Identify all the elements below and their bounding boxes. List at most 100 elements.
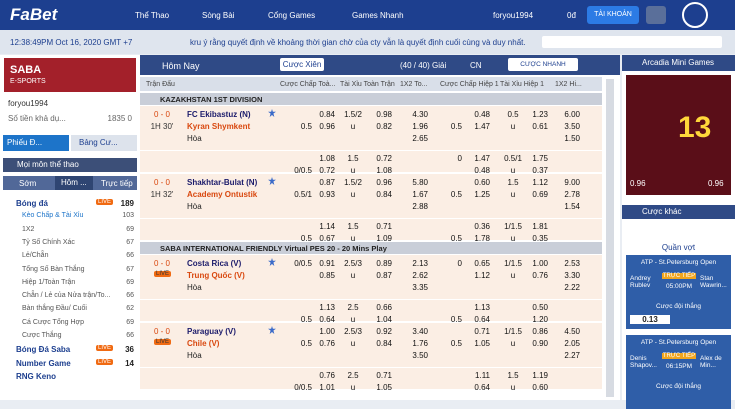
market-name[interactable]: Lẻ/Chẵn [22, 252, 49, 260]
odds: 1.23 [532, 110, 548, 119]
sport-name[interactable]: Quần vợt [661, 243, 696, 252]
live-badge: LIVE [96, 358, 114, 365]
card-league: ATP - St.Petersburg Open [640, 259, 717, 266]
match-row [140, 106, 602, 173]
market-name[interactable]: Chẵn / Lẻ của Nửa trận/To... [22, 292, 111, 300]
market-name[interactable]: Hiệp 1/Toàn Trận [22, 278, 76, 286]
home-team[interactable]: Shakhtar-Bulat (N) [187, 178, 258, 187]
quick-bet[interactable]: CƯỢC NHANH [508, 58, 578, 71]
odds: 1.50 [564, 134, 580, 143]
away-team[interactable]: Chile (V) [187, 339, 220, 348]
odds: 0.71 [376, 222, 392, 231]
market-count: 67 [126, 238, 134, 246]
market-count: 69 [126, 278, 134, 286]
nav-item[interactable]: Sòng Bài [202, 11, 235, 20]
ticker-bar: 12:38:49PM Oct 16, 2020 GMT +7 kru ý rằn… [0, 30, 735, 54]
away-team[interactable]: Trung Quốc (V) [187, 271, 245, 280]
period-tab[interactable]: Hôm ... [55, 176, 93, 190]
card-time: 05:00PM [665, 283, 693, 290]
nav-item[interactable]: Thể Thao [135, 11, 170, 20]
game-banner[interactable]: 13 0.96 0.96 [626, 75, 731, 195]
odds: 1.25 [474, 190, 490, 199]
away-team[interactable]: Kyran Shymkent [187, 122, 251, 131]
market-name[interactable]: Kèo Chấp & Tài Xỉu [22, 212, 84, 220]
odds: 2.22 [564, 283, 580, 292]
section-title: Mọi môn thể thao [3, 158, 137, 172]
tab[interactable]: Phiếu Đ... [3, 135, 69, 151]
ou-line: 1.5 [347, 154, 359, 163]
market-name[interactable]: 1X2 [22, 225, 35, 233]
score: 0 - 0 [153, 110, 170, 119]
card-market: Cược đội thắng [655, 303, 702, 310]
odds: 1.05 [474, 339, 490, 348]
card-odds[interactable]: 0.13 [630, 315, 670, 324]
logo[interactable]: FaBet [10, 5, 58, 24]
under-label: u [350, 190, 356, 199]
period-tab[interactable]: Sớm [19, 179, 37, 188]
star-icon[interactable] [268, 326, 276, 334]
odds: 0.96 [319, 122, 335, 131]
odds: 0.50 [532, 303, 548, 312]
market-name[interactable]: Tỷ Số Chính Xác [22, 238, 75, 246]
star-icon[interactable] [268, 109, 276, 117]
match-divider [140, 299, 602, 300]
score: 0 - 0 [153, 327, 170, 336]
game-odds: 0.96 [708, 179, 724, 188]
sport-name[interactable]: Bóng Đá Saba [16, 345, 71, 355]
nav-item[interactable]: Cổng Games [268, 11, 316, 20]
hdp-line: 0.5 [450, 190, 462, 199]
odds: 1.12 [532, 178, 548, 187]
hdp-line: 0.5 [450, 339, 462, 348]
odds: 1.00 [319, 327, 335, 336]
market-name[interactable]: Cược Thắng [22, 332, 62, 339]
star-icon[interactable] [268, 258, 276, 266]
username[interactable]: foryou1994 [493, 11, 534, 20]
odds: 0.96 [376, 178, 392, 187]
banner-subtitle: E-SPORTS [10, 78, 46, 85]
odds: 1.04 [376, 315, 392, 324]
sport-name[interactable]: RNG Keno [16, 371, 56, 381]
ou-line: 1.5 [347, 222, 359, 231]
home-team[interactable]: Costa Rica (V) [187, 259, 242, 268]
odds: 4.30 [412, 110, 428, 119]
column-header [140, 77, 602, 91]
league-row [140, 242, 602, 254]
odds: 1.75 [532, 154, 548, 163]
support-icon[interactable] [682, 2, 708, 28]
league-filter[interactable]: (40 / 40) Giải [400, 61, 447, 70]
parlay-button[interactable]: Cược Xiên [280, 58, 324, 71]
odds: 2.62 [412, 271, 428, 280]
odds: 6.00 [564, 110, 580, 119]
tab[interactable]: Bảng Cư... [71, 135, 137, 151]
odds: 1.13 [474, 303, 490, 312]
market-name[interactable]: Tổng Số Bàn Thắng [22, 265, 85, 273]
odds: 2.53 [564, 259, 580, 268]
ou-line: 1/1.5 [504, 327, 522, 336]
odds: 0.84 [376, 339, 392, 348]
main-panel: Hôm Nay Cược Xiên (40 / 40) Giải CN CƯỢC… [140, 55, 620, 400]
match-divider [140, 218, 602, 219]
period-tab[interactable]: Trực tiếp [101, 179, 133, 188]
sport-name[interactable]: Bóng đá [16, 199, 48, 208]
odds: 1.76 [412, 339, 428, 348]
card-status: TRỰC TIẾP [662, 353, 696, 359]
sport-name[interactable]: Number Game [16, 358, 71, 368]
scrollbar[interactable] [606, 79, 614, 397]
odds: 0.48 [474, 166, 490, 175]
home-team[interactable]: Paraguay (V) [187, 327, 236, 336]
balance-label: Số tiền khả dụ... [8, 114, 66, 123]
market-name[interactable]: Cá Cược Tổng Hợp [22, 318, 84, 326]
away-team[interactable]: Academy Ontustik [187, 190, 258, 199]
icon-button[interactable] [646, 6, 666, 24]
ticker-buttons[interactable] [542, 36, 722, 48]
nav-item[interactable]: Games Nhanh [352, 11, 404, 20]
language[interactable]: CN [470, 61, 482, 70]
card-home: Andrey Rublev [630, 275, 651, 289]
odds: 1.47 [474, 154, 490, 163]
home-team[interactable]: FC Ekibastuz (N) [187, 110, 251, 119]
star-icon[interactable] [268, 177, 276, 185]
column-label: Cược Chấp Toà... [280, 81, 336, 88]
banner[interactable]: SABA E-SPORTS [4, 58, 136, 92]
account-button[interactable]: TÀI KHOẢN [587, 6, 639, 24]
market-name[interactable]: Bàn thắng Đầu/ Cuối [22, 305, 87, 313]
